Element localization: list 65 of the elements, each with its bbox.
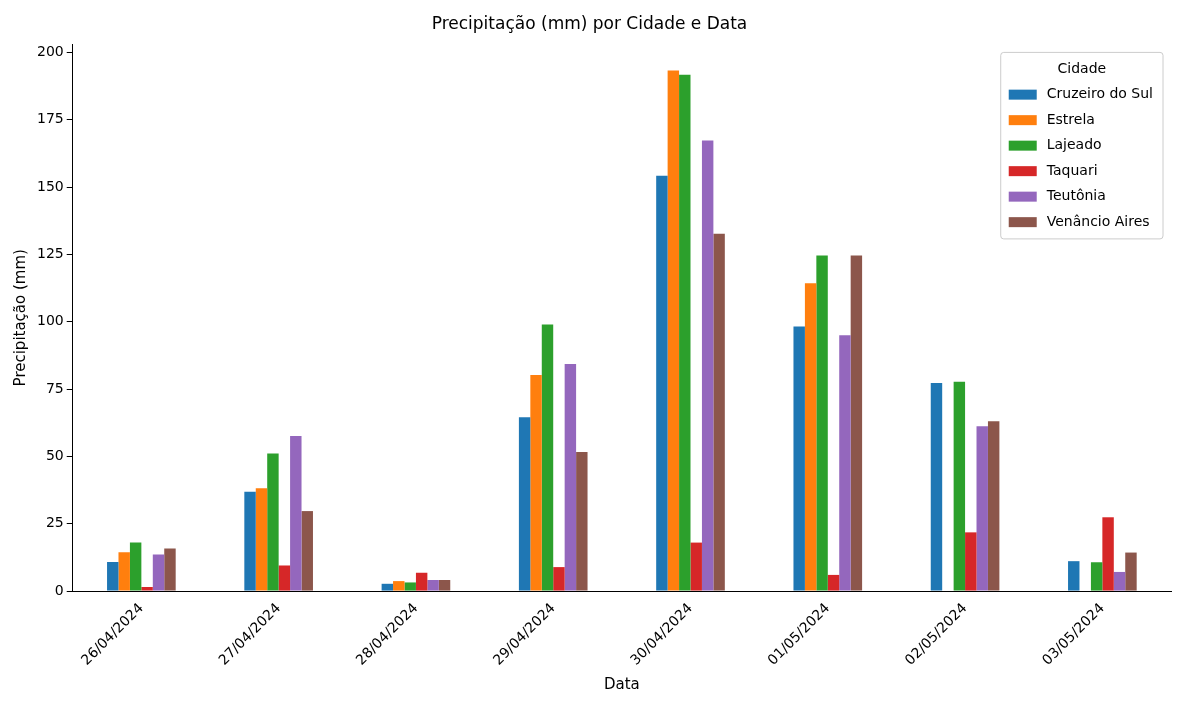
- bar: [701, 140, 714, 591]
- bar: [1068, 561, 1080, 591]
- bar: [839, 335, 851, 591]
- bar: [576, 452, 588, 591]
- legend-label: Cruzeiro do Sul: [1046, 85, 1154, 102]
- bar: [930, 382, 943, 591]
- bar: [804, 283, 817, 591]
- bar: [965, 532, 977, 591]
- bar: [656, 175, 668, 591]
- bar: [438, 580, 451, 591]
- legend-title: Cidade: [1057, 59, 1107, 76]
- x-axis-title: Data: [603, 674, 640, 693]
- bar: [793, 326, 805, 591]
- bar: [415, 572, 428, 591]
- y-axis-title: Precipitação (mm): [10, 249, 29, 387]
- bar: [141, 587, 153, 591]
- bar: [679, 74, 691, 591]
- bar: [1113, 571, 1126, 591]
- bar: [381, 583, 394, 591]
- bar: [541, 324, 554, 591]
- bar: [427, 580, 439, 591]
- chart-title: Precipitação (mm) por Cidade e Data: [431, 12, 748, 33]
- bar: [129, 542, 142, 591]
- bar: [255, 488, 268, 591]
- y-tick-label: 75: [45, 379, 64, 396]
- bar: [518, 417, 531, 591]
- bar: [1125, 552, 1137, 591]
- bar: [690, 542, 702, 591]
- bar: [987, 421, 1000, 591]
- y-tick-label: 175: [36, 110, 64, 127]
- bar: [816, 255, 828, 591]
- bar: [164, 548, 176, 591]
- y-tick-label: 125: [36, 245, 64, 262]
- bar: [404, 582, 416, 591]
- bar: [530, 375, 542, 591]
- bar: [278, 565, 291, 591]
- y-tick-label: 0: [54, 581, 64, 598]
- legend-label: Teutônia: [1045, 187, 1106, 204]
- y-tick-label: 150: [36, 177, 64, 194]
- bar: [1102, 517, 1114, 591]
- legend-label: Estrela: [1046, 110, 1095, 127]
- bar: [850, 255, 863, 591]
- y-tick-label: 50: [45, 447, 64, 464]
- legend-label: Lajeado: [1046, 136, 1102, 153]
- y-tick-label: 200: [36, 43, 64, 60]
- bar: [564, 364, 577, 591]
- bar: [1090, 562, 1103, 591]
- bar: [118, 552, 130, 591]
- bar: [953, 381, 966, 591]
- bar: [244, 491, 256, 591]
- bar: [667, 70, 680, 591]
- bar: [301, 511, 313, 591]
- legend-label: Venâncio Aires: [1046, 212, 1150, 229]
- bar: [152, 554, 165, 591]
- bar: [267, 453, 279, 591]
- bar: [553, 567, 565, 591]
- y-tick-label: 25: [45, 514, 64, 531]
- bar: [713, 233, 725, 591]
- legend-label: Taquari: [1045, 161, 1098, 178]
- bar: [827, 574, 840, 591]
- bar: [393, 581, 405, 591]
- bar: [976, 426, 988, 591]
- bar: [107, 561, 119, 591]
- y-tick-label: 100: [36, 312, 64, 329]
- bar: [290, 435, 302, 591]
